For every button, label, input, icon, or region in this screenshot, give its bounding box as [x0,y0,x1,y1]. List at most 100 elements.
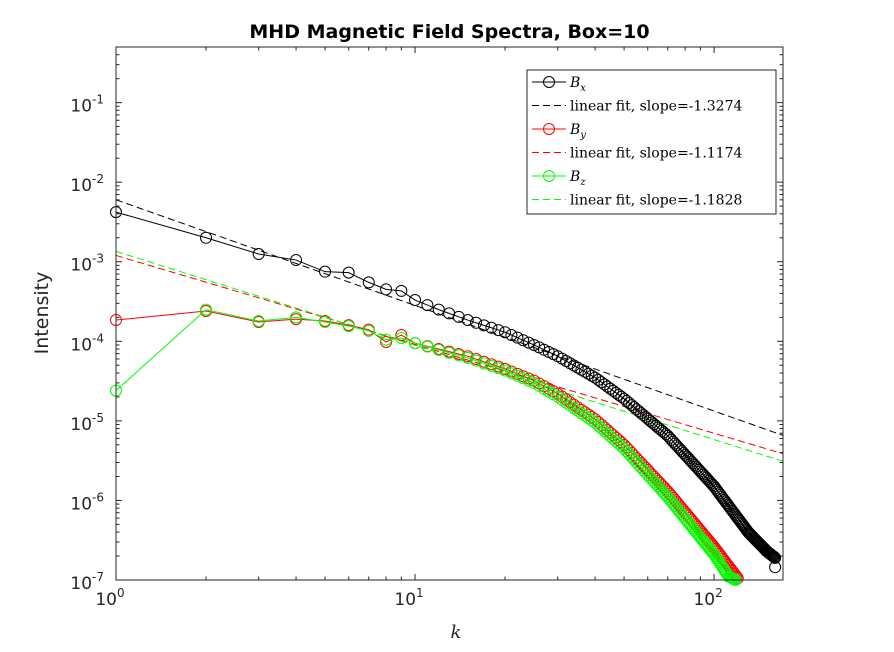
data-point-bx [598,378,611,391]
y-tick-label: 10-6 [70,490,104,514]
data-point-bx [582,367,595,380]
y-tick-label: 10-4 [70,331,104,355]
legend-label-series: By [569,122,586,141]
fit-line-bx [115,199,784,436]
legend-marker [543,170,555,182]
data-point-bx [766,549,779,562]
data-point-bx [575,363,588,376]
data-point-by [632,454,645,467]
data-point-bz [470,354,483,367]
data-point-bx [765,549,778,562]
axes-box [115,46,784,581]
data-point-bx [505,329,518,342]
data-point-bz [511,369,524,382]
data-point-bx [477,319,490,332]
data-point-bz [252,315,265,327]
y-tick-label: 10-2 [70,172,104,196]
data-point-bx [589,371,602,384]
data-point-bx [578,365,591,378]
data-point-bz [362,324,375,337]
data-point-bx [499,326,512,339]
data-point-bx [342,266,355,279]
legend-label-series: Bx [569,75,586,94]
data-point-bz [641,468,654,481]
legend: Bx linear fit, slope=-1.3274 By linear fit,… [526,69,777,215]
y-tick-label: 10-5 [70,411,104,435]
legend-entry-fit-bx: linear fit, slope=-1.3274 [532,99,742,115]
data-point-bz [639,466,652,479]
axes-ticks [115,46,783,581]
series-bz [110,303,742,586]
data-point-bz [643,471,656,484]
data-point-bx [765,548,777,561]
data-point-bx [592,373,605,386]
data-point-bz [290,311,303,324]
data-point-bz [443,346,456,359]
data-point-bx [290,254,303,267]
data-point-bz [677,510,690,523]
data-point-bx [769,561,782,574]
y-tick-label: 10-1 [70,93,104,117]
data-point-bz [650,478,663,491]
data-point-bx [628,401,641,414]
legend-label-fit: linear fit, slope=-1.1174 [570,146,742,162]
legend-entry-fit-bz: linear fit, slope=-1.1828 [532,193,742,209]
legend-entry-fit-by: linear fit, slope=-1.1174 [532,146,742,162]
fit-line-by [115,254,784,455]
legend-label-fit: linear fit, slope=-1.3274 [570,99,742,115]
data-point-bx [485,321,498,334]
data-point-bx [511,331,524,344]
legend-marker [543,123,555,135]
data-series [110,206,782,586]
data-point-bx [409,294,422,307]
series-bx [110,206,782,574]
x-tick-label: 101 [394,586,423,610]
x-tick-label: 102 [693,586,722,610]
legend-label-series: Bz [569,169,586,188]
data-point-bz [646,473,658,486]
fit-line-bz [115,250,784,462]
legend-entry-by: By [532,122,586,141]
data-point-bx [319,265,332,278]
legend-entry-bx: Bx [532,75,586,94]
data-point-bz [380,333,393,346]
data-point-bz [517,372,530,385]
data-point-bx [492,324,505,337]
data-point-bz [461,351,474,364]
data-point-bx [432,303,445,316]
data-point-bx [768,551,781,564]
data-point-bx [517,334,530,347]
data-point-bz [648,475,661,488]
data-point-bz [421,340,434,353]
data-point-bx [522,336,535,349]
fit-lines [115,199,784,462]
data-point-bx [585,369,598,382]
data-point-bz [582,412,595,425]
data-point-bz [409,337,422,350]
data-point-bz [452,349,465,362]
data-point-bx [395,284,408,297]
data-point-bz [477,357,490,370]
x-tick-label: 100 [95,586,124,610]
y-tick-label: 10-3 [70,252,104,276]
data-point-bz [342,320,355,333]
data-point-bz [395,332,408,345]
data-point-bx [630,403,643,416]
data-point-bz [522,374,535,387]
data-point-bz [200,303,213,316]
data-point-bz [578,409,591,422]
data-point-bx [595,376,608,389]
data-point-by [395,329,408,342]
data-point-bx [470,316,483,329]
data-point-bx [380,283,393,296]
data-point-bx [571,361,584,374]
y-tick-label: 10-7 [70,570,104,594]
legend-label-fit: linear fit, slope=-1.1828 [570,193,742,209]
y-axis-label: Intensity [31,272,53,355]
chart-title: MHD Magnetic Field Spectra, Box=10 [249,21,649,43]
legend-box [526,69,777,215]
data-point-bz [675,508,688,521]
data-point-bx [362,276,375,289]
data-point-bx [200,231,213,244]
